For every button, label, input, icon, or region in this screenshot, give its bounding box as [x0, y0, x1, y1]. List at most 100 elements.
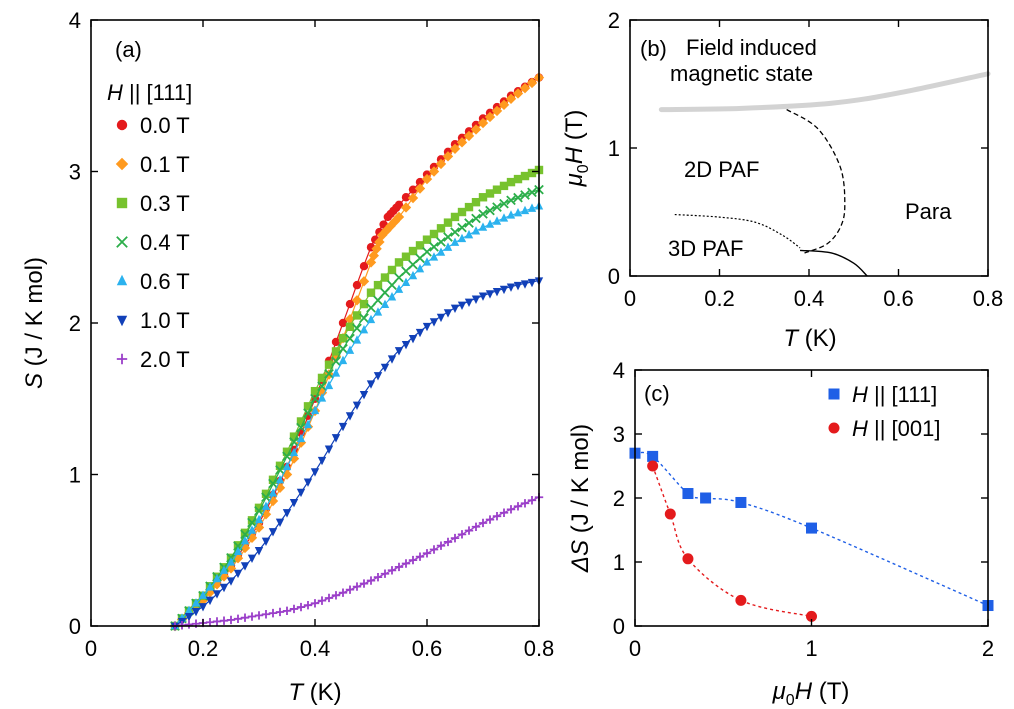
panel-c-series-layer — [629, 447, 994, 622]
data-point — [289, 498, 299, 508]
data-point — [436, 247, 446, 256]
data-point — [198, 603, 208, 612]
data-point — [429, 252, 439, 261]
data-point — [254, 547, 264, 556]
data-point — [435, 158, 447, 170]
data-point — [225, 563, 237, 574]
region-3d-paf: 3D PAF — [668, 236, 743, 261]
data-point — [464, 218, 474, 228]
data-point — [513, 174, 523, 184]
data-point — [527, 187, 537, 198]
legend-label: H || [001] — [852, 416, 940, 441]
data-point — [275, 465, 285, 475]
panel-a-label: (a) — [115, 37, 142, 62]
data-point — [233, 569, 243, 579]
data-point — [647, 450, 659, 462]
panel-c-legend: H || [111] H || [001] — [828, 382, 940, 441]
legend-label: 0.6 T — [140, 269, 190, 294]
data-point — [359, 313, 369, 323]
data-point — [422, 549, 432, 558]
data-point — [275, 607, 285, 617]
panel-a-y-tick-label: 3 — [69, 160, 81, 185]
legend-marker — [828, 422, 840, 434]
data-point — [247, 516, 257, 525]
data-point — [485, 205, 495, 216]
data-point — [457, 233, 467, 243]
panel-c-y-axis-label: ΔS (J / K mol) — [567, 424, 594, 573]
data-point — [505, 93, 517, 104]
data-point — [345, 322, 355, 331]
data-point — [205, 596, 215, 606]
data-point — [366, 288, 376, 297]
data-point — [408, 270, 418, 280]
data-point — [310, 393, 320, 404]
data-point — [647, 460, 659, 472]
data-point — [352, 311, 362, 320]
data-point — [429, 229, 439, 239]
data-point — [464, 298, 474, 307]
data-point — [268, 608, 278, 618]
data-point — [275, 518, 285, 528]
data-point — [331, 337, 341, 347]
data-point — [366, 303, 376, 313]
region-2d-paf: 2D PAF — [684, 157, 759, 182]
data-point — [247, 517, 257, 528]
legend-label: 0.1 T — [140, 152, 190, 177]
legend-marker — [115, 157, 129, 171]
series-0-6-T — [170, 201, 544, 630]
data-point — [415, 241, 425, 250]
data-point — [310, 468, 320, 477]
data-point — [345, 299, 355, 309]
panel-a-x-tick-label: 0.6 — [412, 636, 443, 661]
panel-c-y-tick-label: 4 — [613, 358, 625, 383]
data-point — [296, 417, 306, 426]
panel-c-y-tick-label: 0 — [613, 614, 625, 639]
data-point — [527, 496, 537, 505]
data-point — [261, 537, 271, 546]
data-point — [429, 318, 439, 327]
data-point — [450, 533, 460, 543]
data-point — [358, 276, 370, 287]
phase-boundary-thick-gray — [658, 71, 991, 113]
panel-a-x-tick-label: 0.2 — [188, 636, 219, 661]
panel-c-x-axis-label: μ0H (T) — [772, 678, 850, 709]
data-point — [422, 246, 432, 257]
panel-a-legend-title: H || [111] — [107, 80, 192, 105]
data-point — [457, 530, 467, 539]
data-point — [205, 582, 215, 591]
data-point — [415, 264, 425, 273]
data-point — [664, 508, 676, 520]
legend-label: 0.4 T — [140, 230, 190, 255]
data-point — [436, 541, 446, 550]
data-point — [366, 314, 376, 324]
data-point — [394, 200, 404, 210]
data-point — [373, 307, 383, 316]
data-point — [450, 212, 460, 222]
data-point — [401, 277, 411, 287]
data-point — [387, 280, 397, 290]
panel-a-y-tick-label: 0 — [69, 614, 81, 639]
data-point — [513, 281, 523, 291]
panel-a-y-tick-label: 2 — [69, 311, 81, 336]
data-point — [282, 606, 292, 616]
data-point — [520, 499, 530, 508]
data-point — [443, 309, 453, 318]
data-point — [226, 577, 236, 586]
data-point — [218, 571, 230, 582]
panel-c-y-tick-label: 2 — [613, 486, 625, 511]
data-point — [366, 380, 376, 389]
data-point — [261, 610, 271, 619]
data-point — [682, 553, 694, 565]
data-point — [317, 393, 327, 402]
panel-c-x-tick-label: 0 — [629, 636, 641, 661]
data-point — [254, 503, 264, 513]
data-point — [527, 203, 537, 212]
data-point — [506, 283, 516, 292]
data-point — [296, 488, 306, 498]
data-point — [512, 88, 524, 99]
panel-c: 0 1 2 0 1 2 3 4 (c) H || [111] H || [001] μ0H (T… — [567, 358, 994, 709]
panel-c-x-tick-label: 1 — [805, 636, 817, 661]
legend-label: 1.0 T — [140, 308, 190, 333]
phase-boundary-dashed — [786, 109, 846, 254]
